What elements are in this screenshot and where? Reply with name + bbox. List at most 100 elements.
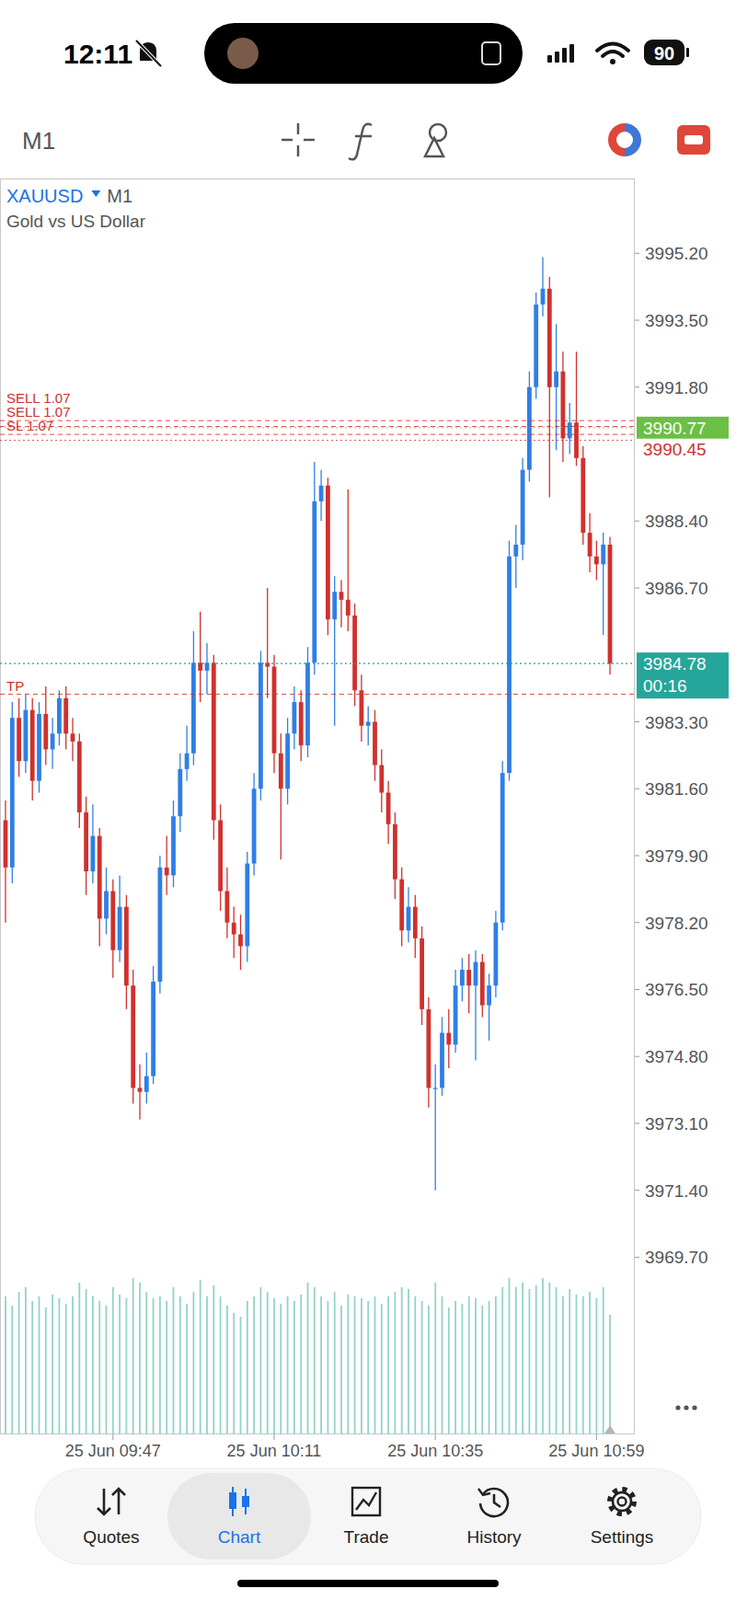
nav-icon[interactable]: [97, 1488, 126, 1515]
price-tag-box: [636, 416, 729, 439]
y-tick: [634, 921, 640, 923]
y-tick: [634, 1189, 640, 1191]
symbol-dropdown[interactable]: [91, 190, 101, 197]
candle-body: [319, 485, 324, 502]
volume-bar: [394, 1291, 397, 1435]
volume-bar: [92, 1296, 94, 1435]
toolbar: M1: [22, 123, 711, 160]
y-tick: [634, 989, 640, 990]
volume-bar: [474, 1298, 477, 1435]
y-tick-label: 3971.40: [644, 1181, 709, 1201]
candle-body: [446, 1033, 451, 1046]
y-tick-label: 3991.80: [644, 378, 709, 398]
volume-bar: [253, 1296, 255, 1435]
candle-body: [299, 701, 304, 746]
volume-bar: [588, 1291, 591, 1435]
trade-icon[interactable]: [677, 125, 711, 155]
volume-bar: [85, 1288, 88, 1435]
y-tick: [634, 587, 640, 589]
level-label: SELL 1.07: [6, 403, 71, 420]
y-tick-label: 3993.50: [644, 310, 709, 331]
objects-icon[interactable]: [425, 124, 447, 157]
nav-icon[interactable]: [352, 1487, 380, 1516]
wifi-dot: [609, 58, 616, 65]
crosshair-icon[interactable]: [281, 123, 315, 157]
volume-bar: [441, 1296, 444, 1435]
x-tick: [435, 1434, 437, 1440]
volume-bar: [145, 1291, 148, 1435]
volume-bar: [407, 1288, 410, 1435]
indicator-icon[interactable]: [348, 124, 372, 160]
symbol-title[interactable]: XAUUSD: [6, 185, 83, 207]
volume-bar: [529, 1288, 531, 1435]
volume-bar: [132, 1277, 135, 1435]
battery: [644, 39, 685, 66]
timeframe-button[interactable]: M1: [22, 126, 56, 155]
volume-bar: [521, 1282, 524, 1435]
candle-body: [500, 772, 506, 923]
candle-body: [506, 556, 512, 773]
candle-body: [144, 1076, 150, 1093]
volume-bar: [387, 1296, 390, 1435]
volume-bar: [596, 1298, 598, 1435]
wifi-arc: [597, 44, 629, 52]
volume-bar: [609, 1314, 611, 1435]
nav-label[interactable]: Settings: [590, 1527, 655, 1547]
volume-bar: [273, 1298, 276, 1435]
x-tick-label: 25 Jun 10:11: [227, 1441, 322, 1461]
more-dot[interactable]: [691, 1404, 697, 1410]
volume-bar: [266, 1291, 269, 1435]
volume-bar: [138, 1282, 141, 1435]
volume-bar: [508, 1277, 511, 1435]
volume-bar: [126, 1298, 128, 1435]
volume-bar: [38, 1296, 41, 1435]
y-tick: [634, 386, 640, 388]
more-dot[interactable]: [675, 1404, 680, 1410]
candle-body: [97, 836, 103, 920]
volume-bar: [4, 1296, 7, 1435]
volume-bar: [327, 1300, 330, 1435]
nav-label[interactable]: History: [466, 1527, 522, 1547]
volume-bar: [185, 1303, 188, 1435]
candle-body: [561, 371, 566, 439]
volume-bar: [18, 1291, 21, 1435]
candle-body: [413, 907, 418, 939]
nav-icon[interactable]: [609, 1489, 634, 1514]
battery-level: 90: [654, 43, 675, 64]
candle-body: [473, 962, 479, 987]
candle-body: [278, 753, 284, 790]
candle-body: [600, 544, 606, 564]
candle-body: [359, 690, 365, 726]
volume-bar: [159, 1296, 161, 1435]
candle-body: [305, 662, 311, 746]
volume-bar: [118, 1294, 121, 1435]
more-dot[interactable]: [683, 1404, 689, 1410]
level-line: [0, 420, 635, 422]
nav-label[interactable]: Quotes: [82, 1527, 139, 1547]
nav-icon[interactable]: [229, 1486, 250, 1517]
candle-body: [164, 867, 170, 876]
nav-label[interactable]: Chart: [218, 1527, 262, 1547]
volume-bar: [374, 1296, 377, 1435]
chart-icon-body: [241, 1495, 250, 1507]
volume-bar: [367, 1300, 369, 1435]
volume-bar: [434, 1282, 437, 1435]
y-tick-label: 3978.20: [644, 913, 709, 933]
candle-body: [83, 812, 89, 872]
level-line: [0, 434, 635, 436]
candle-body: [103, 890, 109, 919]
candle-body: [352, 615, 357, 690]
y-tick: [634, 854, 640, 856]
candle-body: [453, 985, 459, 1045]
nav-icon[interactable]: [478, 1488, 508, 1517]
candle-body: [225, 890, 230, 922]
nav-label[interactable]: Trade: [344, 1527, 390, 1547]
candle-body: [580, 458, 586, 533]
volume-bar: [299, 1294, 302, 1435]
settings-icon-teeth: [609, 1489, 634, 1514]
volume-bar: [226, 1305, 229, 1435]
y-tick: [634, 520, 640, 522]
y-tick-label: 3969.70: [644, 1247, 709, 1267]
price-tag-line: [0, 439, 635, 441]
crosshair-line: [297, 145, 300, 157]
